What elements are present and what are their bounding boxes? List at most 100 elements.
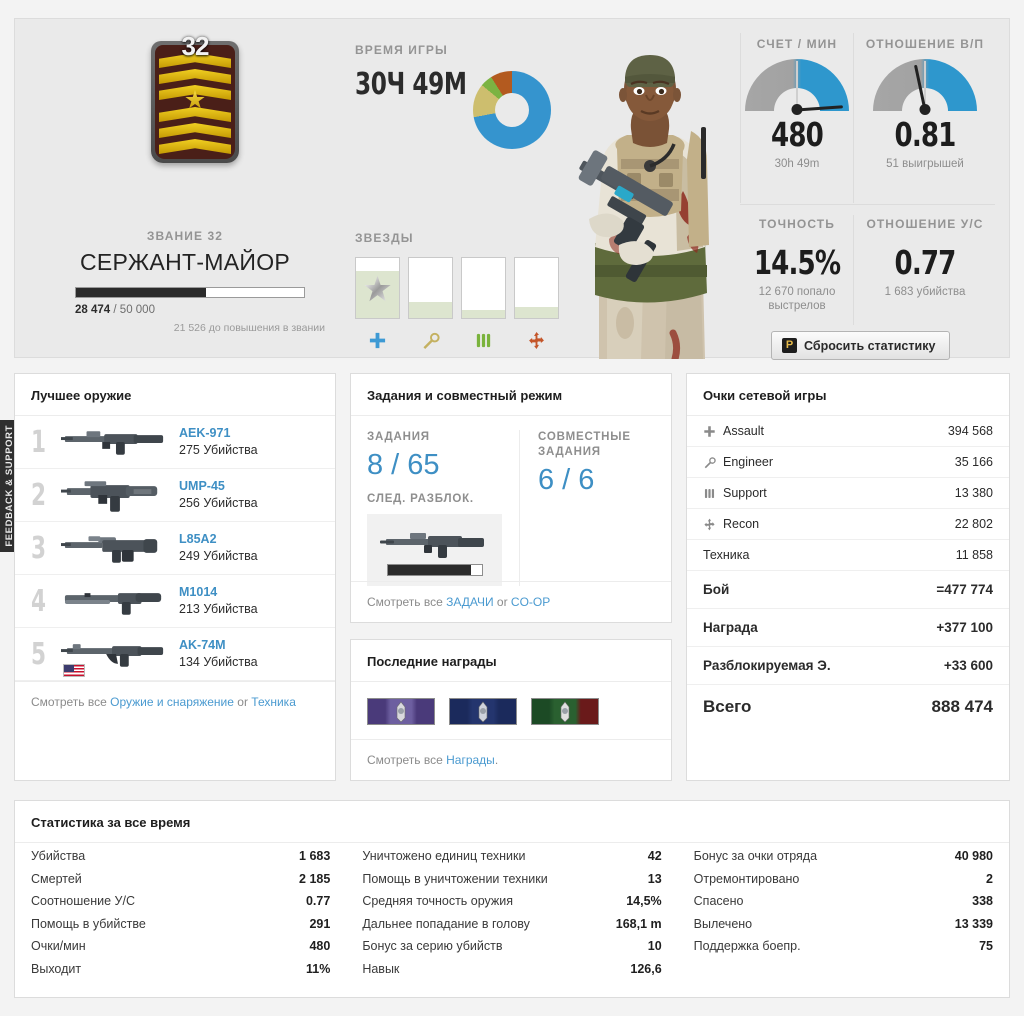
network-score-label: Assault [703,424,764,438]
alltime-stat-row: Выходит 11% [31,958,330,981]
star-box-4[interactable] [514,257,559,319]
missions-footer-mid: or [493,595,511,609]
star-fill [515,307,558,318]
missions-footer-prefix: Смотреть все [367,595,447,609]
feedback-support-tab[interactable]: FEEDBACK & SUPPORT [0,420,18,552]
playtime-block: ВРЕМЯ ИГРЫ 30Ч 49М [355,43,485,102]
alltime-stat-label: Уничтожено единиц техники [362,849,526,864]
awards-footer-prefix: Смотреть все [367,753,447,767]
weapon-kills: 249 Убийства [179,549,258,563]
weapon-kills: 213 Убийства [179,602,258,616]
ribbon-navy-gold[interactable] [449,698,517,725]
weapon-row[interactable]: 4 M1014 213 Убийства [15,575,335,628]
alltime-stat-row: Бонус за серию убийств 10 [362,935,661,958]
network-score-label: Разблокируемая Э. [703,658,831,673]
weapon-info: UMP-45 256 Убийства [179,478,258,512]
weapon-image [61,528,169,568]
missions-label: ЗАДАНИЯ [367,431,430,443]
weapon-kills: 256 Убийства [179,496,258,510]
weapon-name[interactable]: AEK-971 [179,426,231,440]
weapon-info: AEK-971 275 Убийства [179,425,258,459]
missions-link-coop[interactable]: CO-OP [510,595,551,609]
alltime-stat-value: 2 185 [299,871,331,886]
weapon-row[interactable]: 1 AEK-971 275 Убийства [15,416,335,469]
ribbon-green-red[interactable] [531,698,599,725]
weapons-link-gadgets[interactable]: Оружие и снаряжение [110,695,234,709]
ribbon-emblem-icon [393,701,409,723]
engineer-wrench-icon [703,456,716,469]
weapon-rank: 1 [31,424,47,460]
network-score-label: Recon [703,517,759,531]
support-ammo-icon[interactable] [461,329,506,351]
network-score-value: 13 380 [954,486,993,500]
network-score-card: Очки сетевой игры Assault 394 568 Engineer… [686,373,1010,781]
network-score-value: 11 858 [955,548,993,562]
weapons-link-vehicles[interactable]: Техника [251,695,296,709]
alltime-stat-value: 1 683 [299,849,331,864]
kd-ratio-cell: ОТНОШЕНИЕ У/С 0.77 1 683 убийства [855,217,995,299]
rank-label: ЗВАНИЕ 32 [146,229,224,243]
star-box-3[interactable] [461,257,506,319]
star-fill [462,309,505,318]
coop-label-line2: ЗАДАНИЯ [538,446,601,458]
awards-footer-suffix: . [494,753,499,767]
recon-target-icon[interactable] [514,329,559,351]
stars-label: ЗВЕЗДЫ [355,231,414,245]
network-score-row: Всего 888 474 [687,685,1009,729]
alltime-stat-row: Отремонтировано 2 [694,868,993,891]
star-box-2[interactable] [408,257,453,319]
accuracy-cell: ТОЧНОСТЬ 14.5% 12 670 попало выстрелов [742,217,852,313]
rank-badge-shape [151,41,239,163]
rank-name: СЕРЖАНТ-МАЙОР [79,249,291,275]
coop-value: 6 / 6 [538,464,595,496]
missions-left: ЗАДАНИЯ 8 / 65 СЛЕД. РАЗБЛОК. [367,430,519,586]
network-score-row: Разблокируемая Э. +33 600 [687,647,1009,685]
reset-stats-button[interactable]: Сбросить статистику [771,331,951,360]
alltime-stat-label: Убийства [31,849,86,864]
hero-divider-1 [740,33,741,203]
weapon-kills: 134 Убийства [179,655,258,669]
weapon-row[interactable]: 3 L85A2 249 Убийства [15,522,335,575]
star-fill [409,301,452,318]
alltime-stat-value: 0.77 [305,894,331,909]
assault-plus-icon[interactable] [355,329,400,351]
network-score-list: Assault 394 568 Engineer 35 166 Support 13 38… [687,416,1009,729]
accuracy-sub-line1: 12 670 попало [758,286,836,298]
network-score-title: Очки сетевой игры [687,374,1009,416]
weapon-name[interactable]: UMP-45 [179,479,225,493]
alltime-stat-row: Средняя точность оружия 14,5% [362,890,661,913]
top-weapons-list: 1 AEK-971 275 Убийства 2 UMP-45 256 Убийства 3… [15,416,335,681]
top-weapons-footer: Смотреть все Оружие и снаряжение or Техн… [15,681,335,722]
rank-badge-number: 32 [181,31,210,61]
network-score-row: Награда +377 100 [687,609,1009,647]
alltime-stats-card: Статистика за все время Убийства 1 683 Сме… [14,800,1010,998]
missions-link-tasks[interactable]: ЗАДАЧИ [446,595,494,609]
wl-ratio-gauge [873,59,977,115]
alltime-stats-column: Убийства 1 683 Смертей 2 185 Соотношение У/С… [15,845,346,980]
weapon-row[interactable]: 2 UMP-45 256 Убийства [15,469,335,522]
next-unlock-box[interactable] [367,514,502,586]
weapon-row[interactable]: 5 AK-74M 134 Убийства [15,628,335,681]
missions-footer: Смотреть все ЗАДАЧИ or CO-OP [351,581,671,622]
next-unlock-progress-bar [387,564,483,576]
top-weapons-title: Лучшее оружие [15,374,335,416]
weapon-name[interactable]: AK-74M [179,638,226,652]
weapon-name[interactable]: L85A2 [179,532,217,546]
alltime-stat-value: 13 [647,871,662,886]
alltime-stats-grid: Убийства 1 683 Смертей 2 185 Соотношение У/С… [15,843,1009,996]
awards-link[interactable]: Награды [446,753,495,767]
rank-progress-max: 50 000 [119,304,155,316]
alltime-stat-label: Соотношение У/С [31,894,135,909]
soldier-illustration [578,55,709,359]
ribbon-purple[interactable] [367,698,435,725]
engineer-wrench-icon[interactable] [408,329,453,351]
missions-title: Задания и совместный режим [351,374,671,416]
star-box-1[interactable] [355,257,400,319]
alltime-stat-label: Поддержка боепр. [693,939,801,954]
alltime-stat-value: 168,1 m [615,916,662,931]
weapon-name[interactable]: M1014 [179,585,218,599]
weapon-image [61,634,169,677]
ribbon-emblem-icon [475,701,491,723]
score-per-min-gauge [745,59,849,115]
